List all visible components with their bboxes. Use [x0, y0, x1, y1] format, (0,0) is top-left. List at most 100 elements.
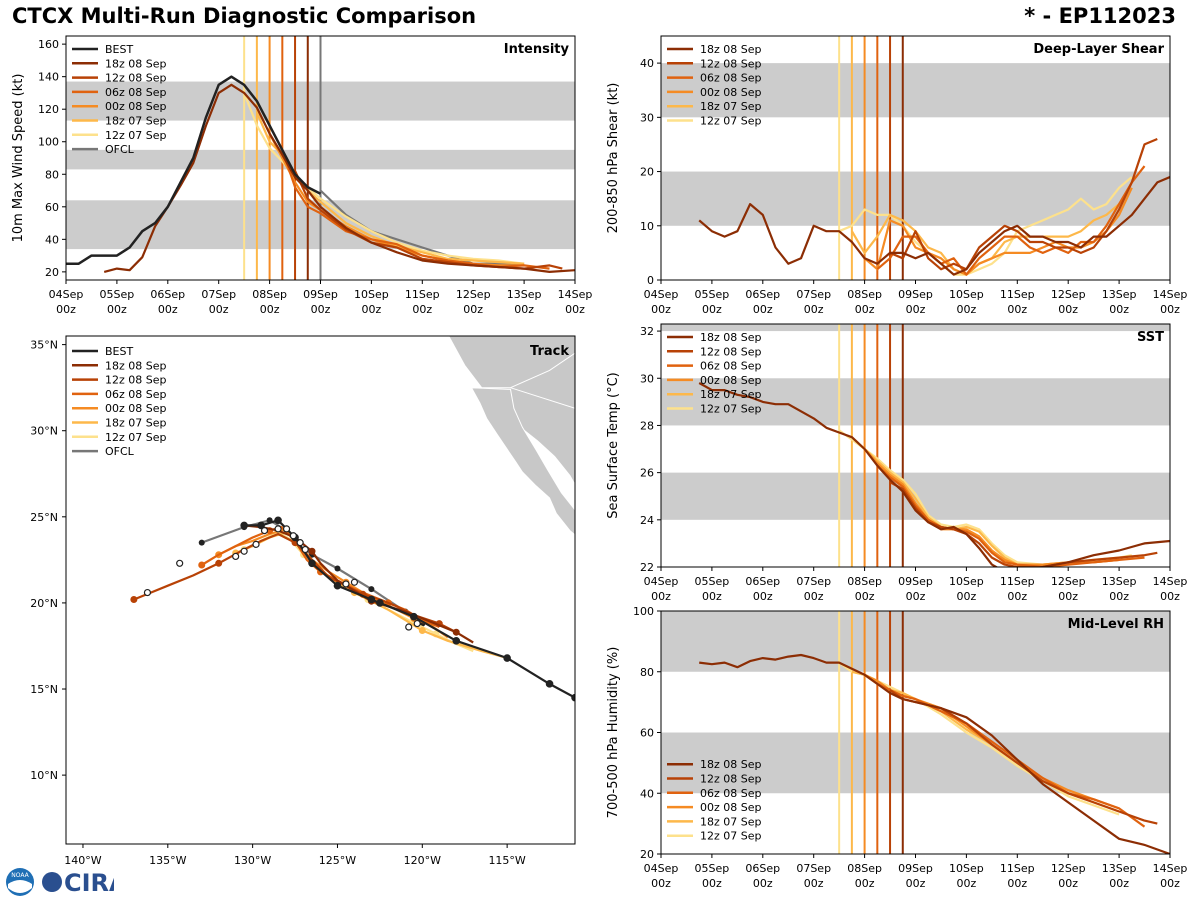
- noaa-logo-text: NOAA: [11, 872, 29, 879]
- x-tick-label: 09Sep: [303, 288, 338, 301]
- y-tick-label: 80: [640, 666, 654, 679]
- track-open-point: [289, 532, 297, 540]
- x-tick-label-hour: 00z: [260, 303, 280, 316]
- x-tick-label-hour: 00z: [651, 303, 671, 316]
- x-tick-label: 08Sep: [847, 288, 882, 301]
- y-tick-label: 100: [38, 136, 59, 149]
- legend-label: 06z 08 Sep: [105, 388, 167, 401]
- x-tick-label: 135°W: [149, 854, 186, 867]
- track-point: [452, 628, 460, 636]
- x-tick-label-hour: 00z: [906, 590, 926, 603]
- x-tick-label: 08Sep: [847, 575, 882, 588]
- x-tick-label-hour: 00z: [1058, 877, 1078, 890]
- legend-label: 12z 08 Sep: [105, 374, 167, 387]
- y-tick-label: 20: [640, 166, 654, 179]
- x-tick-label-hour: 00z: [957, 590, 977, 603]
- track-point: [198, 561, 206, 569]
- track-line: [243, 524, 474, 644]
- legend-label: 12z 08 Sep: [700, 345, 762, 358]
- y-tick-label: 60: [640, 727, 654, 740]
- y-tick-label: 100: [633, 605, 654, 618]
- shaded-band: [661, 171, 1170, 226]
- x-tick-label-hour: 00z: [702, 590, 722, 603]
- legend-label: BEST: [105, 43, 133, 56]
- x-tick-label-hour: 00z: [1160, 877, 1180, 890]
- x-tick-label-hour: 00z: [56, 303, 76, 316]
- legend-label: 18z 07 Sep: [105, 115, 167, 128]
- y-tick-label: 35°N: [30, 339, 58, 352]
- legend-label: 06z 08 Sep: [700, 787, 762, 800]
- legend-label: 12z 07 Sep: [700, 403, 762, 416]
- y-tick-label: 30: [640, 111, 654, 124]
- track-point: [452, 637, 461, 645]
- track-point: [308, 559, 316, 568]
- panel-shear: 0 10 20 30 40 04Sep 00z 05Sep 00z 06Sep 00z 07Sep 00…: [606, 35, 1187, 316]
- x-tick-label-hour: 00z: [1007, 590, 1027, 603]
- x-tick-label-hour: 00z: [651, 877, 671, 890]
- x-tick-label-hour: 00z: [906, 877, 926, 890]
- x-tick-label-hour: 00z: [804, 877, 824, 890]
- panel-title: Track: [530, 344, 569, 359]
- x-tick-label: 12Sep: [1051, 575, 1086, 588]
- track-line: [244, 519, 575, 699]
- y-axis-label: 10m Max Wind Speed (kt): [11, 74, 26, 243]
- series-line: [838, 176, 1133, 276]
- series-line: [698, 382, 1170, 567]
- track-open-point: [260, 526, 269, 535]
- x-tick-label: 10Sep: [949, 862, 984, 875]
- shaded-band: [661, 732, 1170, 794]
- track-point: [333, 581, 342, 590]
- y-tick-label: 0: [647, 274, 654, 287]
- series-line: [243, 92, 525, 265]
- track-open-point: [296, 539, 304, 547]
- shaded-band: [661, 324, 1170, 332]
- x-tick-label: 04Sep: [644, 288, 679, 301]
- x-tick-label: 14Sep: [1153, 575, 1188, 588]
- track-point: [545, 680, 554, 688]
- x-tick-label: 13Sep: [1102, 288, 1137, 301]
- x-tick-label: 10Sep: [949, 575, 984, 588]
- panel-sst: 22 24 26 28 30 32 04Sep 00z 05Sep 00z 06Sep 00z 07Se…: [606, 323, 1188, 603]
- legend-label: 00z 08 Sep: [700, 801, 762, 814]
- y-tick-label: 20: [640, 848, 654, 861]
- x-tick-label-hour: 00z: [209, 303, 229, 316]
- x-tick-label: 08Sep: [847, 862, 882, 875]
- shaded-band: [661, 378, 1170, 426]
- legend-label: OFCL: [105, 143, 135, 156]
- series-line: [66, 75, 322, 265]
- x-tick-label: 09Sep: [898, 862, 933, 875]
- y-tick-label: 10: [640, 220, 654, 233]
- x-tick-label-hour: 00z: [855, 590, 875, 603]
- shaded-band: [661, 472, 1170, 520]
- track-open-point: [143, 588, 152, 597]
- legend-label: 18z 07 Sep: [700, 100, 762, 113]
- x-tick-label: 04Sep: [49, 288, 84, 301]
- track-open-point: [274, 525, 282, 533]
- panel-title: Intensity: [504, 42, 570, 57]
- legend-label: 18z 07 Sep: [105, 417, 167, 430]
- x-tick-label: 12Sep: [456, 288, 491, 301]
- x-tick-label-hour: 00z: [1160, 303, 1180, 316]
- x-tick-label: 11Sep: [1000, 862, 1035, 875]
- legend-label: 12z 07 Sep: [700, 115, 762, 128]
- y-tick-label: 60: [45, 201, 59, 214]
- track-point: [410, 612, 418, 621]
- y-tick-label: 15°N: [30, 683, 58, 696]
- track-point: [130, 595, 138, 603]
- x-tick-label-hour: 00z: [702, 303, 722, 316]
- x-tick-label-hour: 00z: [753, 303, 773, 316]
- y-axis-label: 200-850 hPa Shear (kt): [606, 83, 621, 234]
- x-tick-label-hour: 00z: [753, 590, 773, 603]
- x-tick-label: 07Sep: [796, 288, 831, 301]
- x-tick-label-hour: 00z: [804, 590, 824, 603]
- y-tick-label: 22: [640, 561, 654, 574]
- x-tick-label: 06Sep: [745, 288, 780, 301]
- page-title: CTCX Multi-Run Diagnostic Comparison: [12, 4, 477, 28]
- x-tick-label-hour: 00z: [855, 303, 875, 316]
- track-open-point: [252, 540, 260, 548]
- noaa-cira-logo: NOAA CIRA: [6, 868, 114, 897]
- track-open-point: [405, 623, 413, 631]
- y-tick-label: 10°N: [30, 769, 58, 782]
- x-tick-label: 130°W: [234, 854, 271, 867]
- storm-id: * - EP112023: [1024, 4, 1176, 28]
